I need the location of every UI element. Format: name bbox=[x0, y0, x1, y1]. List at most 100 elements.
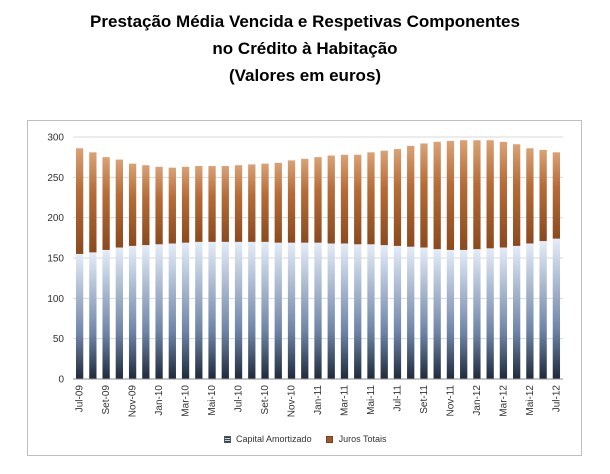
bar-capital-Jan-12 bbox=[473, 249, 481, 379]
bar-juros-Mai-11 bbox=[367, 152, 375, 245]
bar-capital-Jul-12 bbox=[552, 238, 561, 379]
x-tick-label: Jan-12 bbox=[472, 385, 483, 416]
title-line-2: no Crédito à Habitação bbox=[212, 39, 398, 58]
bar-capital-Mai-11 bbox=[367, 244, 375, 379]
bar-juros-Fev-10 bbox=[168, 167, 176, 244]
y-tick-label: 100 bbox=[47, 294, 64, 305]
bar-juros-Mai-12 bbox=[526, 148, 534, 244]
bar-capital-Jan-11 bbox=[314, 242, 322, 379]
x-tick-label: Nov-09 bbox=[128, 385, 139, 418]
bar-capital-Jul-11 bbox=[393, 245, 402, 379]
bar-juros-Abr-12 bbox=[513, 144, 521, 246]
bar-juros-Ago-11 bbox=[407, 145, 415, 247]
bar-capital-Mar-12 bbox=[499, 247, 508, 379]
bar-capital-Fev-10 bbox=[168, 243, 176, 379]
bar-capital-Jul-10 bbox=[234, 241, 243, 379]
bar-juros-Abr-10 bbox=[195, 166, 203, 242]
bar-juros-Mar-10 bbox=[181, 166, 190, 243]
x-tick-label: Mar-12 bbox=[498, 385, 509, 417]
x-axis-ticks: Jul-09 Set-09 Nov-09 Jan-10 Mar-10 Mai-10 Jul-… bbox=[75, 385, 563, 418]
bar-capital-Dez-11 bbox=[460, 249, 468, 379]
bar-capital-Ago-11 bbox=[407, 246, 415, 379]
bar-capital-Dez-10 bbox=[301, 242, 309, 379]
x-tick-label: Jul-12 bbox=[551, 385, 562, 413]
bar-juros-Mar-11 bbox=[340, 154, 349, 244]
y-tick-label: 0 bbox=[58, 375, 64, 386]
bar-capital-Mar-10 bbox=[181, 242, 190, 379]
bar-capital-Set-10 bbox=[261, 241, 269, 379]
bar-capital-Dez-09 bbox=[142, 245, 150, 379]
x-tick-label: Nov-11 bbox=[445, 385, 456, 417]
x-tick-label: Set-09 bbox=[101, 385, 112, 415]
legend: Capital Amortizado Juros Totais bbox=[0, 433, 610, 444]
bar-juros-Jun-10 bbox=[221, 166, 229, 242]
bar-juros-Jan-12 bbox=[473, 140, 481, 250]
legend-label-juros: Juros Totais bbox=[338, 433, 387, 444]
bar-capital-Fev-12 bbox=[486, 248, 494, 379]
bar-capital-Out-09 bbox=[115, 247, 123, 379]
bar-juros-Abr-11 bbox=[354, 154, 362, 245]
bar-capital-Set-09 bbox=[102, 249, 110, 379]
bar-capital-Nov-11 bbox=[446, 249, 455, 379]
x-tick-label: Mar-11 bbox=[339, 385, 350, 416]
bar-capital-Abr-11 bbox=[354, 244, 362, 379]
x-tick-label: Jul-10 bbox=[234, 385, 245, 413]
x-tick-label: Jul-09 bbox=[75, 385, 86, 413]
bar-juros-Jun-11 bbox=[380, 150, 388, 246]
y-tick-label: 50 bbox=[53, 334, 65, 345]
bar-juros-Ago-10 bbox=[248, 164, 256, 242]
x-tick-label: Jul-11 bbox=[392, 385, 403, 412]
bar-capital-Jun-10 bbox=[221, 241, 229, 379]
bar-capital-Jun-12 bbox=[539, 241, 547, 379]
bar-capital-Out-11 bbox=[433, 249, 441, 379]
bar-juros-Mai-10 bbox=[208, 166, 216, 242]
chart-title: Prestação Média Vencida e Respetivas Com… bbox=[0, 8, 610, 89]
bar-juros-Nov-10 bbox=[287, 160, 296, 243]
y-tick-label: 250 bbox=[47, 173, 64, 184]
y-tick-label: 150 bbox=[47, 254, 64, 265]
bar-capital-Fev-11 bbox=[327, 243, 335, 379]
legend-item-juros: Juros Totais bbox=[326, 434, 386, 444]
bar-juros-Dez-11 bbox=[460, 140, 468, 250]
bar-juros-Out-11 bbox=[433, 141, 441, 250]
bar-juros-Nov-09 bbox=[128, 163, 137, 246]
bar-juros-Jul-11 bbox=[393, 149, 402, 246]
bar-juros-Set-10 bbox=[261, 163, 269, 242]
bar-juros-Set-09 bbox=[102, 157, 110, 250]
bar-capital-Abr-12 bbox=[513, 245, 521, 379]
bar-capital-Set-11 bbox=[420, 247, 428, 379]
bar-juros-Jun-12 bbox=[539, 149, 547, 242]
bar-capital-Ago-10 bbox=[248, 241, 256, 379]
bar-juros-Dez-09 bbox=[142, 165, 150, 246]
bar-capital-Mar-11 bbox=[340, 243, 349, 379]
bar-juros-Set-11 bbox=[420, 143, 428, 248]
x-tick-label: Jan-10 bbox=[154, 385, 165, 416]
bar-juros-Fev-11 bbox=[327, 155, 335, 244]
bar-capital-Jul-09 bbox=[75, 253, 84, 379]
title-line-1: Prestação Média Vencida e Respetivas Com… bbox=[90, 12, 520, 31]
bar-juros-Fev-12 bbox=[486, 140, 494, 249]
y-axis-ticks: 0 50 100 150 200 250 300 bbox=[47, 133, 64, 386]
stacked-bar-chart: 0 50 100 150 200 250 300 Jul-09 Set-09 Nov-09 Jan… bbox=[47, 133, 563, 418]
bar-capital-Out-10 bbox=[274, 242, 282, 379]
bar-capital-Mai-12 bbox=[526, 243, 534, 379]
x-tick-label: Nov-10 bbox=[287, 385, 298, 418]
y-tick-label: 300 bbox=[47, 133, 64, 144]
bar-capital-Ago-09 bbox=[89, 252, 97, 379]
bar-capital-Jun-11 bbox=[380, 245, 388, 379]
title-line-3: (Valores em euros) bbox=[228, 66, 382, 85]
x-tick-label: Mai-12 bbox=[525, 385, 536, 416]
chart-frame: 0 50 100 150 200 250 300 Jul-09 Set-09 Nov-09 Jan… bbox=[27, 120, 582, 456]
bar-juros-Nov-11 bbox=[446, 141, 455, 250]
legend-item-capital: Capital Amortizado bbox=[223, 433, 312, 444]
y-tick-label: 200 bbox=[47, 213, 64, 224]
legend-label-capital: Capital Amortizado bbox=[236, 433, 312, 444]
bar-capital-Abr-10 bbox=[195, 241, 203, 379]
x-tick-label: Mai-10 bbox=[207, 385, 218, 416]
bar-capital-Nov-10 bbox=[287, 242, 296, 379]
x-tick-label: Set-11 bbox=[419, 385, 430, 414]
bar-capital-Nov-09 bbox=[128, 245, 137, 379]
bar-juros-Out-09 bbox=[115, 159, 123, 248]
x-tick-label: Mai-11 bbox=[366, 385, 377, 415]
bar-capital-Mai-10 bbox=[208, 241, 216, 379]
